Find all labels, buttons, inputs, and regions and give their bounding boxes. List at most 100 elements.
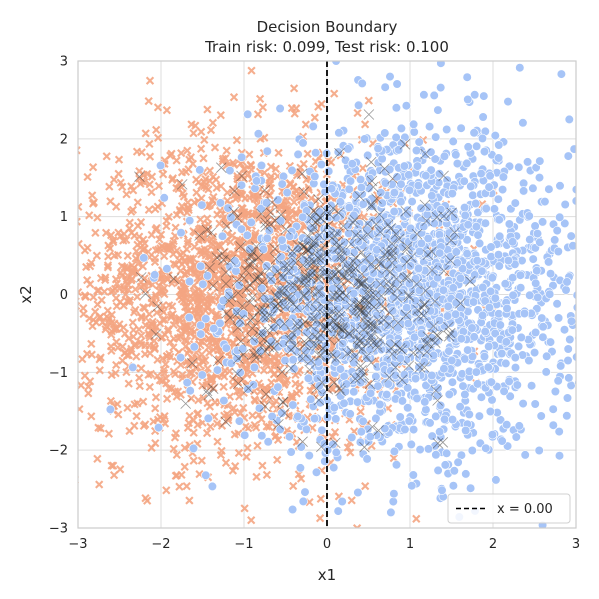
data-point	[431, 211, 443, 223]
data-point	[445, 327, 456, 339]
data-point	[343, 443, 352, 452]
data-point	[112, 202, 121, 211]
data-point	[135, 272, 147, 283]
y-tick-label: −3	[49, 522, 68, 537]
data-point	[392, 79, 402, 89]
data-point	[257, 431, 267, 441]
data-point	[189, 456, 198, 465]
data-point	[328, 385, 338, 394]
data-point	[297, 353, 308, 364]
data-point	[257, 415, 266, 424]
data-point	[348, 256, 359, 267]
data-point	[362, 321, 374, 332]
data-point	[78, 166, 79, 172]
data-point	[185, 276, 195, 287]
data-point	[537, 217, 548, 227]
data-point	[228, 206, 240, 218]
data-point	[431, 411, 441, 422]
data-point	[279, 260, 291, 271]
data-point	[481, 204, 491, 214]
data-point	[480, 218, 491, 228]
data-point	[550, 235, 560, 245]
data-point	[112, 360, 121, 370]
x-tick-label: −1	[234, 537, 253, 552]
data-point	[419, 362, 430, 373]
data-point	[262, 146, 272, 156]
data-point	[105, 404, 115, 415]
data-point	[205, 402, 215, 411]
data-point	[207, 383, 219, 394]
data-point	[93, 300, 102, 309]
data-point	[345, 261, 356, 272]
data-point	[349, 247, 359, 257]
data-point	[256, 160, 267, 171]
data-point	[591, 232, 599, 241]
data-point	[224, 412, 233, 421]
data-point	[151, 204, 160, 214]
data-point	[196, 215, 205, 224]
data-point	[107, 346, 116, 355]
data-point	[455, 298, 466, 309]
data-point	[436, 61, 446, 68]
data-point	[287, 390, 296, 400]
data-point	[518, 399, 528, 409]
data-point	[123, 251, 132, 260]
data-point	[480, 327, 490, 337]
data-point	[310, 113, 319, 122]
data-point	[314, 212, 325, 223]
data-point	[103, 263, 113, 272]
data-point	[578, 140, 587, 149]
data-point	[347, 432, 357, 443]
data-point	[95, 480, 104, 489]
data-point	[237, 203, 246, 213]
data-point	[304, 185, 314, 194]
data-point	[578, 333, 587, 342]
data-point	[288, 400, 298, 410]
data-point	[312, 215, 323, 227]
data-point	[415, 316, 425, 326]
data-point	[306, 226, 317, 238]
data-point	[390, 228, 402, 240]
data-point	[339, 398, 349, 408]
data-point	[212, 419, 222, 428]
data-point	[289, 197, 299, 207]
data-point	[239, 403, 248, 413]
data-point	[186, 291, 196, 301]
data-point	[91, 228, 100, 237]
data-point	[305, 320, 317, 332]
data-point	[36, 212, 43, 219]
data-point	[370, 321, 382, 332]
data-point	[362, 229, 374, 240]
data-point	[53, 286, 60, 293]
data-point	[145, 76, 155, 85]
data-point	[259, 366, 269, 375]
data-point	[269, 370, 279, 379]
data-point	[264, 298, 276, 309]
data-point	[151, 393, 161, 402]
data-point	[205, 200, 214, 210]
data-point	[448, 481, 459, 491]
data-point	[293, 411, 303, 422]
data-point	[400, 206, 412, 217]
data-point	[375, 298, 387, 310]
data-point	[311, 340, 323, 351]
data-point	[78, 354, 87, 364]
data-point	[373, 143, 383, 154]
data-point	[127, 228, 136, 237]
data-point	[411, 228, 423, 240]
data-point	[280, 224, 292, 235]
data-point	[295, 386, 304, 396]
data-point	[253, 110, 263, 119]
data-point	[351, 190, 361, 200]
data-point	[433, 105, 443, 115]
data-point	[197, 456, 206, 465]
data-point	[201, 314, 211, 324]
data-point	[101, 228, 111, 237]
data-point	[204, 334, 214, 343]
data-point	[554, 427, 564, 437]
data-point	[113, 343, 123, 352]
data-point	[209, 324, 219, 334]
data-point	[163, 326, 173, 336]
data-point	[384, 319, 395, 330]
